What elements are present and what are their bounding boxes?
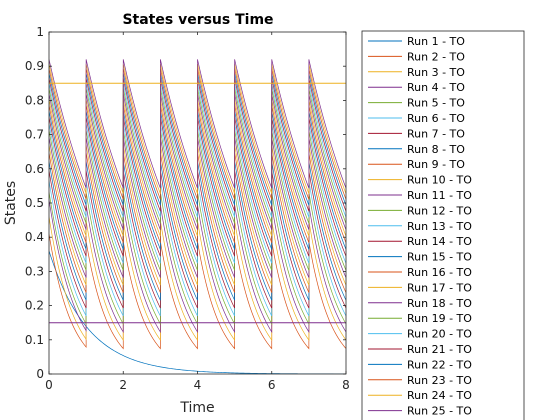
- y-tick-label: 0.8: [25, 93, 44, 107]
- series-layer: [49, 59, 346, 374]
- legend-label: Run 2 - TO: [407, 50, 465, 63]
- legend-label: Run 13 - TO: [407, 220, 472, 233]
- x-tick-label: 6: [268, 378, 276, 392]
- legend-label: Run 6 - TO: [407, 112, 465, 125]
- legend-label: Run 16 - TO: [407, 266, 472, 279]
- legend-label: Run 10 - TO: [407, 174, 472, 187]
- plot-area: 0 2 4 6 8 0 0.1 0.2 0.3 0.4 0.5 0.6 0.7 0.8 0.9 1: [25, 25, 350, 392]
- legend-label: Run 24 - TO: [407, 389, 472, 402]
- x-tick-label: 8: [342, 378, 350, 392]
- chart-title: States versus Time: [122, 12, 273, 28]
- legend: Run 1 - TO Run 2 - TO Run 3 - TO Run 4 - TO…: [361, 30, 525, 420]
- x-tick-label: 0: [45, 378, 53, 392]
- y-tick-label: 0.7: [25, 128, 44, 142]
- x-tick-label: 2: [119, 378, 127, 392]
- legend-label: Run 25 - TO: [407, 405, 472, 418]
- y-axis-ticks: 0 0.1 0.2 0.3 0.4 0.5 0.6 0.7 0.8 0.9 1: [25, 25, 346, 381]
- legend-label: Run 19 - TO: [407, 312, 472, 325]
- legend-label: Run 15 - TO: [407, 251, 472, 264]
- x-axis-ticks: 0 2 4 6 8: [45, 32, 350, 392]
- legend-label: Run 9 - TO: [407, 158, 465, 171]
- y-tick-label: 1: [36, 25, 44, 39]
- legend-label: Run 4 - TO: [407, 81, 465, 94]
- reference-lines: [49, 82, 346, 324]
- legend-label: Run 5 - TO: [407, 97, 465, 110]
- y-tick-label: 0.5: [25, 196, 44, 210]
- y-tick-label: 0: [36, 367, 44, 381]
- legend-label: Run 12 - TO: [407, 204, 472, 217]
- legend-label: Run 23 - TO: [407, 374, 472, 387]
- y-tick-label: 0.4: [25, 230, 44, 244]
- legend-label: Run 1 - TO: [407, 35, 465, 48]
- legend-label: Run 14 - TO: [407, 235, 472, 248]
- legend-label: Run 3 - TO: [407, 66, 465, 79]
- legend-items: Run 1 - TO Run 2 - TO Run 3 - TO Run 4 - TO…: [368, 35, 472, 418]
- y-tick-label: 0.9: [25, 59, 44, 73]
- x-axis-label: Time: [179, 400, 214, 416]
- legend-label: Run 20 - TO: [407, 328, 472, 341]
- legend-label: Run 8 - TO: [407, 143, 465, 156]
- legend-label: Run 17 - TO: [407, 281, 472, 294]
- y-axis-label: States: [3, 181, 19, 225]
- series-line: [49, 59, 346, 189]
- y-tick-label: 0.2: [25, 299, 44, 313]
- legend-label: Run 21 - TO: [407, 343, 472, 356]
- y-tick-label: 0.3: [25, 264, 44, 278]
- legend-label: Run 18 - TO: [407, 297, 472, 310]
- y-tick-label: 0.1: [25, 333, 44, 347]
- y-tick-label: 0.6: [25, 162, 44, 176]
- legend-label: Run 22 - TO: [407, 358, 472, 371]
- legend-label: Run 7 - TO: [407, 127, 465, 140]
- x-tick-label: 4: [194, 378, 202, 392]
- legend-label: Run 11 - TO: [407, 189, 472, 202]
